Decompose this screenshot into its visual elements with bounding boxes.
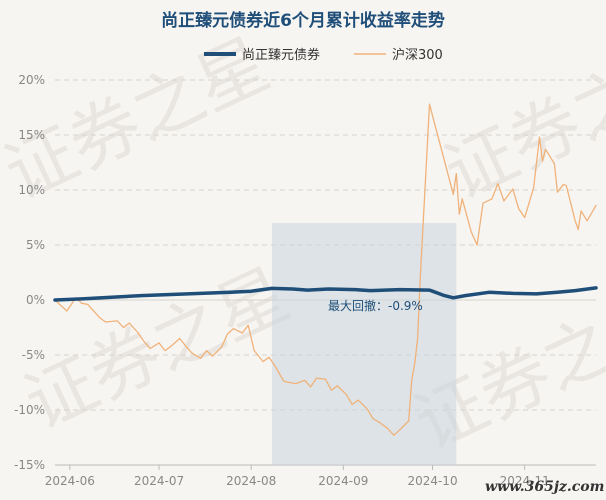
y-tick-label: 10% [18, 183, 45, 197]
drawdown-label: 最大回撤：-0.9% [328, 298, 423, 313]
chart-title: 尚正臻元债券近6个月累计收益率走势 [161, 10, 445, 31]
x-tick-label: 2024-08 [226, 474, 276, 488]
x-tick-label: 2024-10 [407, 474, 457, 488]
series-line-index [54, 103, 597, 436]
watermark-text: 证券之星 [433, 23, 606, 216]
y-tick-label: -5% [22, 348, 45, 362]
y-tick-label: 5% [26, 238, 45, 252]
legend-label-fund: 尚正臻元债券 [242, 47, 320, 63]
series-line-fund [53, 286, 598, 302]
x-tick-label: 2024-07 [134, 474, 184, 488]
watermark-text: 证券之星 [13, 253, 301, 446]
legend: 尚正臻元债券 沪深300 [204, 47, 443, 63]
site-label: www.365jz.com [485, 479, 604, 495]
series-lines [53, 103, 598, 436]
x-tick-label: 2024-06 [45, 474, 95, 488]
x-tick-label: 2024-11 [500, 474, 550, 488]
x-axis-labels: 2024-06 2024-07 2024-08 2024-09 2024-10 2024-… [45, 465, 550, 488]
y-tick-label: 15% [18, 128, 45, 142]
legend-label-index: 沪深300 [392, 47, 443, 63]
y-axis-labels: -15% -10% -5% 0% 5% 10% 15% 20% [14, 73, 45, 472]
x-tick-label: 2024-09 [318, 474, 368, 488]
y-tick-label: 0% [26, 293, 45, 307]
y-tick-label: -10% [14, 403, 45, 417]
y-tick-label: -15% [14, 458, 45, 472]
drawdown-region [271, 223, 457, 465]
drawdown-band [271, 223, 457, 465]
y-tick-label: 20% [18, 73, 45, 87]
